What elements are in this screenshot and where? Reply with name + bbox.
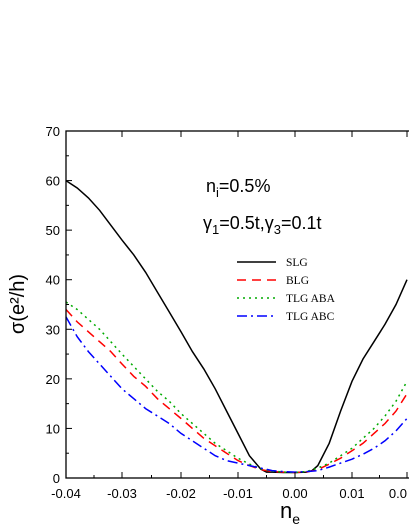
hopping-annotation: γ1=0.5t,γ3=0.1t xyxy=(203,213,322,237)
x-tick-label: 0.00 xyxy=(282,486,307,501)
y-tick-label: 50 xyxy=(46,223,60,238)
impurity-annotation: ni=0.5% xyxy=(206,176,270,200)
y-tick-label: 70 xyxy=(46,124,60,139)
y-tick-label: 10 xyxy=(46,421,60,436)
y-tick-label: 40 xyxy=(46,273,60,288)
x-tick-label: 0.0 xyxy=(389,486,407,501)
legend: SLG BLG TLG ABA TLG ABC xyxy=(237,257,336,323)
y-axis-label: σ(e²/h) xyxy=(7,274,29,334)
legend-label: BLG xyxy=(286,275,309,287)
y-tick-label: 0 xyxy=(53,471,60,486)
series-line-tlg-aba xyxy=(65,301,408,474)
legend-label: TLG ABA xyxy=(286,293,336,305)
legend-label: SLG xyxy=(286,257,308,269)
legend-label: TLG ABC xyxy=(286,311,335,323)
x-tick-label: 0.01 xyxy=(339,486,364,501)
series-line-slg xyxy=(65,179,408,474)
x-tick-label: -0.04 xyxy=(51,486,81,501)
y-tick-label: 30 xyxy=(46,322,60,337)
x-tick-label: -0.01 xyxy=(223,486,253,501)
y-tick-label: 20 xyxy=(46,372,60,387)
y-tick-label: 60 xyxy=(46,174,60,189)
x-tick-label: -0.03 xyxy=(107,486,137,501)
x-tick-label: -0.02 xyxy=(166,486,196,501)
series-line-tlg-abc xyxy=(65,316,408,473)
series-line-blg xyxy=(65,308,408,474)
x-axis-label: ne xyxy=(280,498,300,527)
